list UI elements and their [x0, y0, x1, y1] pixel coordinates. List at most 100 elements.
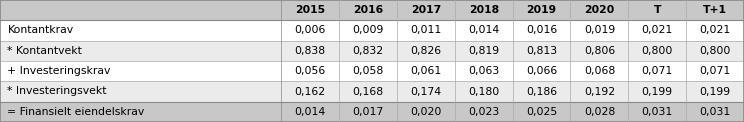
Bar: [571, 0, 628, 20]
Text: 0,192: 0,192: [584, 86, 615, 97]
Bar: [281, 0, 339, 20]
Text: 0,021: 0,021: [641, 25, 673, 36]
Bar: [571, 61, 628, 81]
Bar: [686, 20, 744, 41]
Bar: [397, 61, 455, 81]
Bar: [571, 102, 628, 122]
Text: 0,819: 0,819: [468, 46, 499, 56]
Bar: [455, 61, 513, 81]
Text: 0,011: 0,011: [410, 25, 441, 36]
Text: 0,023: 0,023: [468, 107, 499, 117]
Bar: [397, 0, 455, 20]
Text: 0,162: 0,162: [295, 86, 326, 97]
Text: 0,019: 0,019: [584, 25, 615, 36]
Bar: [513, 41, 571, 61]
Bar: [281, 81, 339, 102]
Text: 0,063: 0,063: [468, 66, 499, 76]
Text: 0,025: 0,025: [526, 107, 557, 117]
Bar: [397, 20, 455, 41]
Bar: [339, 0, 397, 20]
Bar: [628, 61, 686, 81]
Text: 0,031: 0,031: [699, 107, 731, 117]
Text: 0,021: 0,021: [699, 25, 731, 36]
Bar: [686, 102, 744, 122]
Bar: [686, 61, 744, 81]
Text: T: T: [653, 5, 661, 15]
Bar: [628, 41, 686, 61]
Text: 2016: 2016: [353, 5, 383, 15]
Bar: [628, 102, 686, 122]
Bar: [628, 20, 686, 41]
Text: 0,838: 0,838: [295, 46, 326, 56]
Bar: [281, 41, 339, 61]
Bar: [0, 0, 281, 20]
Bar: [0, 102, 281, 122]
Text: 0,066: 0,066: [526, 66, 557, 76]
Text: * Investeringsvekt: * Investeringsvekt: [7, 86, 107, 97]
Text: 2017: 2017: [411, 5, 441, 15]
Text: 0,028: 0,028: [584, 107, 615, 117]
Bar: [339, 41, 397, 61]
Bar: [281, 20, 339, 41]
Bar: [513, 0, 571, 20]
Text: 0,071: 0,071: [699, 66, 731, 76]
Bar: [686, 81, 744, 102]
Text: 0,058: 0,058: [353, 66, 384, 76]
Bar: [628, 0, 686, 20]
Bar: [628, 81, 686, 102]
Bar: [455, 0, 513, 20]
Bar: [571, 20, 628, 41]
Text: 0,016: 0,016: [526, 25, 557, 36]
Bar: [339, 20, 397, 41]
Text: 0,071: 0,071: [641, 66, 673, 76]
Text: 0,009: 0,009: [353, 25, 384, 36]
Text: 0,014: 0,014: [468, 25, 499, 36]
Text: 0,199: 0,199: [699, 86, 731, 97]
Bar: [455, 102, 513, 122]
Bar: [571, 81, 628, 102]
Bar: [397, 102, 455, 122]
Bar: [281, 61, 339, 81]
Text: 0,017: 0,017: [353, 107, 384, 117]
Text: 2018: 2018: [469, 5, 498, 15]
Text: 0,061: 0,061: [410, 66, 441, 76]
Text: 0,031: 0,031: [641, 107, 673, 117]
Bar: [397, 41, 455, 61]
Bar: [0, 20, 281, 41]
Text: 0,168: 0,168: [353, 86, 384, 97]
Bar: [455, 20, 513, 41]
Text: 0,826: 0,826: [410, 46, 441, 56]
Bar: [686, 41, 744, 61]
Bar: [397, 81, 455, 102]
Text: T+1: T+1: [703, 5, 727, 15]
Text: Kontantkrav: Kontantkrav: [7, 25, 74, 36]
Text: 0,832: 0,832: [353, 46, 384, 56]
Text: 0,806: 0,806: [584, 46, 615, 56]
Text: 0,180: 0,180: [468, 86, 499, 97]
Text: 0,174: 0,174: [410, 86, 441, 97]
Text: 0,813: 0,813: [526, 46, 557, 56]
Text: 2019: 2019: [527, 5, 557, 15]
Text: 0,186: 0,186: [526, 86, 557, 97]
Bar: [571, 41, 628, 61]
Text: * Kontantvekt: * Kontantvekt: [7, 46, 83, 56]
Text: 2015: 2015: [295, 5, 325, 15]
Text: 2020: 2020: [584, 5, 615, 15]
Bar: [686, 0, 744, 20]
Text: + Investeringskrav: + Investeringskrav: [7, 66, 111, 76]
Bar: [513, 20, 571, 41]
Text: 0,056: 0,056: [295, 66, 326, 76]
Text: 0,068: 0,068: [584, 66, 615, 76]
Bar: [513, 81, 571, 102]
Bar: [281, 102, 339, 122]
Bar: [513, 61, 571, 81]
Bar: [339, 102, 397, 122]
Bar: [455, 41, 513, 61]
Text: 0,800: 0,800: [699, 46, 731, 56]
Bar: [513, 102, 571, 122]
Bar: [0, 61, 281, 81]
Text: 0,020: 0,020: [410, 107, 441, 117]
Bar: [339, 61, 397, 81]
Bar: [0, 41, 281, 61]
Text: 0,006: 0,006: [295, 25, 326, 36]
